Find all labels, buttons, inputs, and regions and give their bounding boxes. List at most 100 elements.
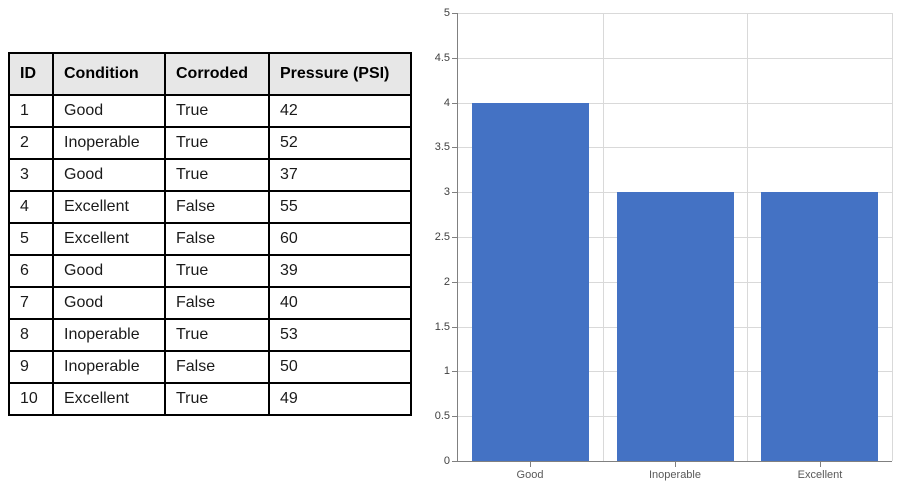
table-row: 9 Inoperable False 50 (8, 350, 412, 384)
table-cell: Excellent (52, 190, 166, 224)
table-row: 10 Excellent True 49 (8, 382, 412, 416)
x-axis-tick (820, 462, 821, 467)
table-cell: 52 (268, 126, 412, 160)
y-tick-label: 3 (443, 186, 450, 198)
table-header-row: ID Condition Corroded Pressure (PSI) (8, 52, 412, 96)
y-axis-tick (452, 147, 458, 148)
y-tick-label: 4 (443, 97, 450, 109)
bar-excellent (761, 192, 878, 461)
gridline-horizontal (458, 13, 892, 14)
table-cell: 2 (8, 126, 54, 160)
gridline-horizontal (458, 327, 892, 328)
table-row: 6 Good True 39 (8, 254, 412, 288)
y-tick-label: 0 (443, 455, 450, 467)
y-axis-tick (452, 282, 458, 283)
y-tick-label: 1.5 (434, 321, 450, 333)
table-cell: Good (52, 286, 166, 320)
y-axis-tick (452, 461, 458, 462)
table-header: ID Condition Corroded Pressure (PSI) (8, 52, 412, 96)
y-tick-label: 5 (443, 7, 450, 19)
table-cell: Good (52, 94, 166, 128)
table-cell: False (164, 286, 270, 320)
gridline-horizontal (458, 103, 892, 104)
y-axis-tick (452, 192, 458, 193)
table-cell: True (164, 94, 270, 128)
column-header-condition: Condition (52, 52, 166, 96)
gridline-horizontal (458, 147, 892, 148)
table-cell: Inoperable (52, 318, 166, 352)
y-tick-label: 1 (443, 365, 450, 377)
table-cell: 53 (268, 318, 412, 352)
table-cell: 4 (8, 190, 54, 224)
table-cell: 9 (8, 350, 54, 384)
y-axis-tick (452, 103, 458, 104)
table-cell: 3 (8, 158, 54, 192)
bar-inoperable (617, 192, 734, 461)
table-cell: 39 (268, 254, 412, 288)
table-row: 5 Excellent False 60 (8, 222, 412, 256)
y-tick-label: 2.5 (434, 231, 450, 243)
gridline-horizontal (458, 58, 892, 59)
x-category-label: Good (516, 469, 544, 481)
table-cell: 6 (8, 254, 54, 288)
y-axis-tick (452, 327, 458, 328)
table-cell: 49 (268, 382, 412, 416)
table-cell: True (164, 126, 270, 160)
table-cell: 55 (268, 190, 412, 224)
x-category-label: Inoperable (649, 469, 701, 481)
table-cell: 10 (8, 382, 54, 416)
x-axis-line (457, 461, 892, 462)
table-cell: 8 (8, 318, 54, 352)
y-axis-tick (452, 58, 458, 59)
table-cell: 50 (268, 350, 412, 384)
y-tick-label: 0.5 (434, 410, 450, 422)
column-header-id: ID (8, 52, 54, 96)
y-axis-tick (452, 13, 458, 14)
table-cell: Excellent (52, 222, 166, 256)
gridline-horizontal (458, 237, 892, 238)
gridline-vertical (747, 13, 748, 461)
x-category-label: Excellent (797, 469, 843, 481)
gridline-horizontal (458, 282, 892, 283)
table-cell: 5 (8, 222, 54, 256)
table-row: 1 Good True 42 (8, 94, 412, 128)
table-cell: True (164, 318, 270, 352)
table-cell: False (164, 222, 270, 256)
pipe-data-table: ID Condition Corroded Pressure (PSI) 1 Good T… (8, 52, 412, 416)
column-header-pressure-psi: Pressure (PSI) (268, 52, 412, 96)
gridline-vertical (603, 13, 604, 461)
y-tick-label: 4.5 (434, 52, 450, 64)
y-tick-label: 3.5 (434, 141, 450, 153)
table-cell: Good (52, 158, 166, 192)
table-cell: False (164, 350, 270, 384)
table-cell: 40 (268, 286, 412, 320)
table-row: 2 Inoperable True 52 (8, 126, 412, 160)
table-cell: True (164, 254, 270, 288)
bar-good (472, 103, 589, 461)
y-axis-line (457, 13, 458, 462)
gridline-horizontal (458, 192, 892, 193)
gridline-horizontal (458, 416, 892, 417)
gridline-vertical (892, 13, 893, 461)
table-cell: False (164, 190, 270, 224)
table-cell: Inoperable (52, 126, 166, 160)
x-axis-tick (675, 462, 676, 467)
table-cell: Inoperable (52, 350, 166, 384)
y-axis-tick (452, 371, 458, 372)
table-cell: 42 (268, 94, 412, 128)
y-axis-tick (452, 416, 458, 417)
table-row: 3 Good True 37 (8, 158, 412, 192)
table-cell: 7 (8, 286, 54, 320)
table-row: 4 Excellent False 55 (8, 190, 412, 224)
column-header-corroded: Corroded (164, 52, 270, 96)
table-cell: 1 (8, 94, 54, 128)
gridline-horizontal (458, 371, 892, 372)
table-cell: Excellent (52, 382, 166, 416)
table-body: 1 Good True 42 2 Inoperable True 52 3 Good True 37 4… (8, 94, 412, 416)
table-cell: 60 (268, 222, 412, 256)
y-tick-label: 2 (443, 276, 450, 288)
table-cell: True (164, 158, 270, 192)
table-cell: 37 (268, 158, 412, 192)
table-cell: True (164, 382, 270, 416)
